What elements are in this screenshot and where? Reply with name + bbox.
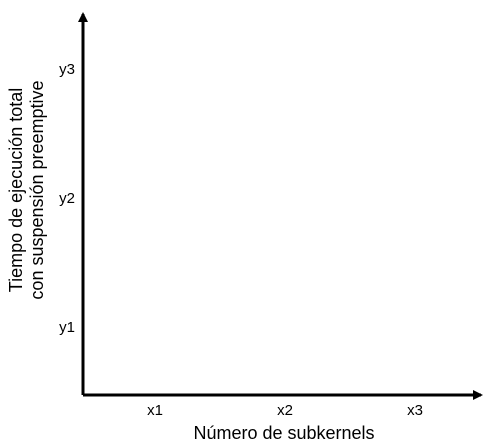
x-tick-labels: x1 x2 x3 <box>147 402 423 419</box>
y-axis-title-line-2: con suspensión preemptive <box>27 80 47 299</box>
y-axis-title-line-1: Tiempo de ejecución total <box>6 88 26 292</box>
y-tick-label-3: y3 <box>59 61 75 78</box>
y-axis-title: Tiempo de ejecución total con suspensión… <box>6 80 47 299</box>
y-tick-label-1: y1 <box>59 319 75 336</box>
x-tick-label-2: x2 <box>277 402 293 419</box>
x-tick-label-3: x3 <box>407 402 423 419</box>
x-axis-title: Número de subkernels <box>193 423 374 443</box>
y-tick-labels: y1 y2 y3 <box>59 61 75 336</box>
y-tick-label-2: y2 <box>59 190 75 207</box>
x-tick-label-1: x1 <box>147 402 163 419</box>
